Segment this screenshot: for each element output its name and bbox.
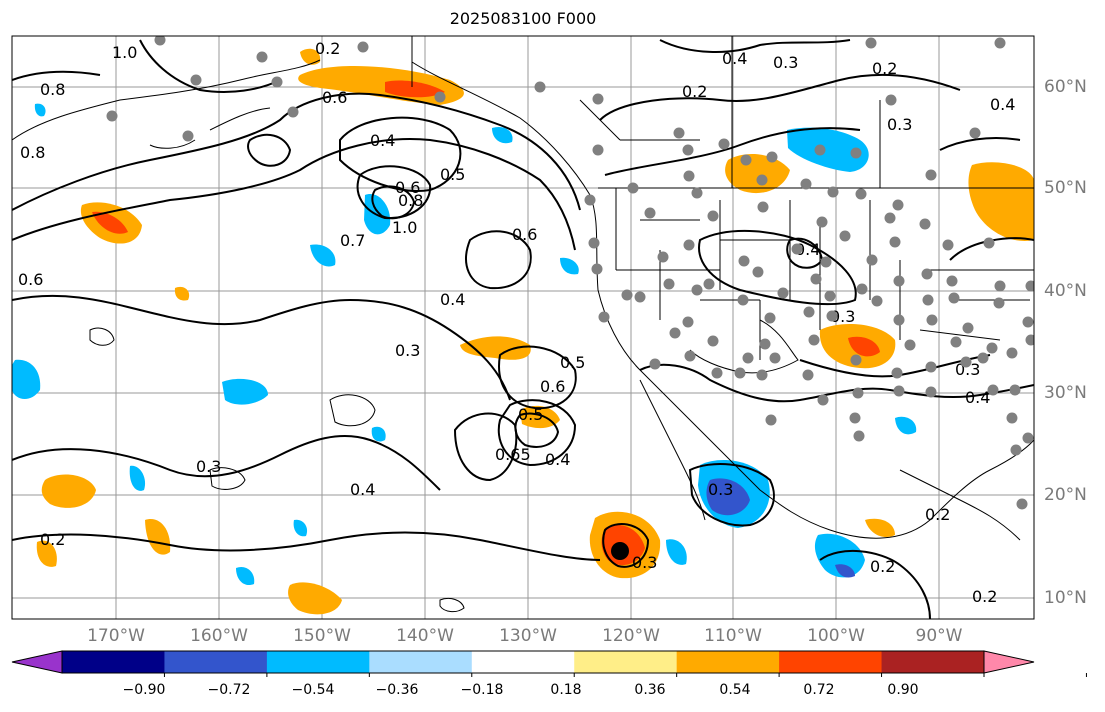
contour-label: 0.3 [395, 341, 420, 360]
lon-label: 90°W [915, 626, 963, 646]
contour-label: 0.5 [440, 165, 465, 184]
contour-label: 0.7 [340, 231, 365, 250]
lat-label: 10°N [1044, 588, 1087, 608]
contour-label: 0.6 [540, 377, 565, 396]
colorbar-tick-label: −0.72 [207, 682, 251, 698]
colorbar-tick-label: 0.36 [634, 682, 666, 698]
lat-label: 40°N [1044, 281, 1087, 301]
colorbar-tick-label: 0.18 [550, 682, 582, 698]
contour-label: 0.2 [872, 59, 897, 78]
contour-label: 0.4 [990, 95, 1015, 114]
contour-label: 0.5 [560, 353, 585, 372]
contour-label: 0.6 [512, 225, 537, 244]
colorbar-tick-label: 0.72 [803, 682, 835, 698]
map-frame [11, 35, 1035, 620]
contour-label: 0.5 [518, 405, 543, 424]
contour-label: 0.4 [545, 450, 570, 469]
contour-label: 0.3 [196, 457, 221, 476]
contour-label: 0.4 [370, 131, 395, 150]
colorbar-tick-label: 0.90 [887, 682, 919, 698]
lon-label: 120°W [602, 626, 660, 646]
contour-label-group: 0.2 0.4 0.3 0.2 0.6 0.4 0.5 0.6 0.8 1.0 … [18, 39, 1015, 606]
lon-label: 110°W [704, 626, 762, 646]
lat-label: 50°N [1044, 178, 1087, 198]
land-borders [12, 36, 1034, 541]
lon-label: 170°W [87, 626, 145, 646]
contour-label: 0.2 [925, 505, 950, 524]
contour-label: 0.2 [682, 82, 707, 101]
contour-label: 0.4 [440, 290, 465, 309]
contour-label: 0.3 [708, 480, 733, 499]
contour-label: 0.4 [350, 480, 375, 499]
colorbar-tick-label: 0.54 [719, 682, 751, 698]
contour-label: 0.3 [773, 53, 798, 72]
contour-label: 0.8 [40, 80, 65, 99]
lon-label: 140°W [396, 626, 454, 646]
colorbar-tick-label: −0.36 [375, 682, 419, 698]
contour-label: 0.4 [965, 388, 990, 407]
lon-label: 150°W [293, 626, 351, 646]
colorbar-tick-label: −0.54 [291, 682, 335, 698]
contour-label: 0.4 [722, 49, 747, 68]
contour-label: 0.2 [315, 39, 340, 58]
map-title: 2025083100 F000 [449, 9, 597, 28]
contour-label: 0.4 [795, 240, 820, 259]
contour-label: 1.0 [112, 43, 137, 62]
contour-label: 0.65 [495, 445, 531, 464]
colorbar-tick-label: −0.90 [122, 682, 166, 698]
contour-label: 0.2 [972, 587, 997, 606]
contour-label: 0.3 [632, 553, 657, 572]
lon-label: 100°W [807, 626, 865, 646]
contour-lines [12, 39, 1034, 619]
colorbar-tick-label: −0.18 [460, 682, 504, 698]
contour-lines-thin [89, 327, 465, 613]
contour-label: 0.6 [18, 270, 43, 289]
lon-label: 160°W [190, 626, 248, 646]
lon-label: 130°W [499, 626, 557, 646]
contour-label: 0.8 [398, 191, 423, 210]
contour-label: 0.6 [395, 178, 420, 197]
contour-label: 1.0 [392, 218, 417, 237]
contour-label: 0.2 [40, 530, 65, 549]
contour-label: 0.2 [870, 557, 895, 576]
contour-label: 0.8 [20, 143, 45, 162]
storm-center-marker [611, 542, 629, 560]
lat-label: 60°N [1044, 77, 1087, 97]
lat-label: 20°N [1044, 485, 1087, 505]
contour-label: 0.3 [830, 307, 855, 326]
lat-label: 30°N [1044, 383, 1087, 403]
contour-label: 0.6 [322, 88, 347, 107]
shaded-patches [12, 48, 1034, 615]
station-dots [106, 36, 1034, 510]
contour-label: 0.3 [887, 115, 912, 134]
